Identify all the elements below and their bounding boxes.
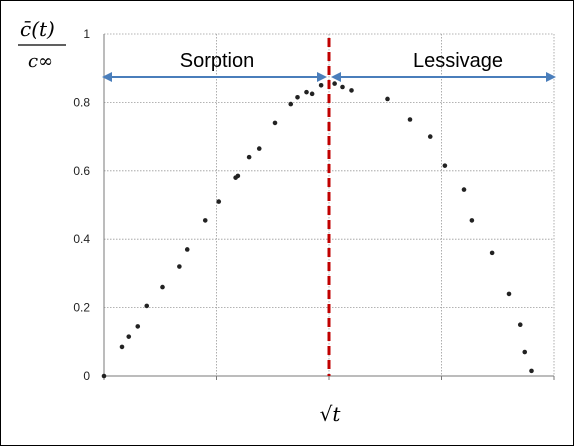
data-point [177, 264, 182, 269]
region-overlay: Sorption Lessivage [102, 38, 556, 376]
data-point [407, 117, 413, 122]
data-point [489, 250, 495, 256]
data-point [256, 146, 262, 151]
data-point [385, 96, 390, 102]
y-tick-label: 1 [83, 27, 90, 41]
y-tick-label: 0 [83, 369, 90, 383]
data-point [235, 173, 241, 179]
y-label-numerator: c̄(t) [20, 17, 55, 41]
data-point [529, 368, 534, 374]
data-point [272, 120, 278, 126]
data-point [101, 373, 107, 379]
data-point [160, 284, 165, 290]
x-axis-label: √t [320, 402, 342, 426]
data-point [119, 344, 125, 350]
data-point [288, 101, 294, 107]
data-point [318, 83, 324, 88]
y-tick-label: 0.2 [73, 301, 90, 315]
data-point [340, 84, 345, 90]
data-point [442, 163, 448, 168]
y-tick-label: 0.8 [73, 95, 90, 109]
data-point [506, 291, 512, 297]
data-point [332, 81, 337, 86]
data-point [522, 349, 528, 355]
region-label: Lessivage [413, 50, 503, 72]
data-point [461, 187, 467, 192]
y-tick-labels: 0 0.2 0.4 0.6 0.8 1 [73, 27, 90, 383]
data-point [304, 89, 309, 95]
data-point [202, 218, 208, 223]
data-point [295, 94, 300, 100]
data-point [144, 303, 150, 309]
data-point [469, 218, 475, 223]
data-point [216, 199, 222, 204]
data-point [184, 247, 190, 252]
data-point [135, 324, 141, 329]
data-point [349, 88, 354, 93]
data-points [101, 81, 534, 379]
data-point [246, 154, 252, 160]
data-point [126, 334, 132, 339]
y-label-denominator: c∞ [28, 51, 53, 72]
data-point [517, 322, 523, 328]
y-tick-label: 0.4 [73, 232, 90, 246]
data-point [427, 134, 433, 139]
region-label: Sorption [180, 50, 255, 72]
y-tick-label: 0.6 [73, 164, 90, 178]
data-point [309, 91, 315, 97]
